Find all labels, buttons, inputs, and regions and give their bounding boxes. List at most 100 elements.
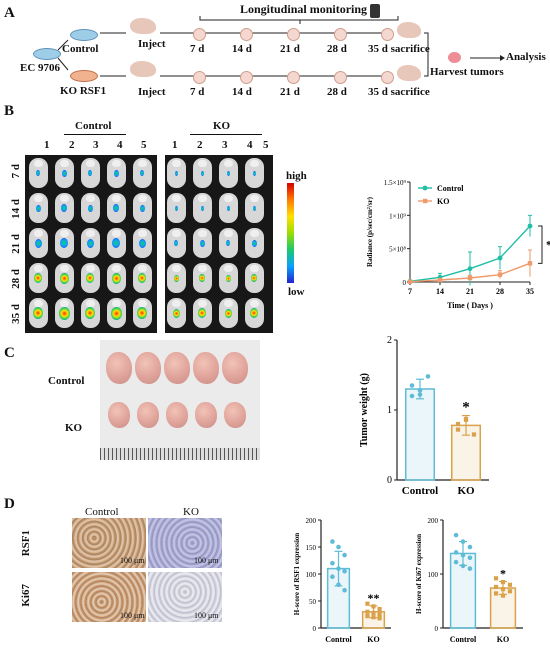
luminescence-signal xyxy=(251,274,257,282)
luminescence-signal xyxy=(88,170,92,176)
mouse-image xyxy=(245,228,264,258)
scale-high-label: high xyxy=(286,170,307,182)
mouse-image xyxy=(55,193,74,223)
data-point xyxy=(467,275,473,281)
scale-bar-label: 100 μm xyxy=(120,611,145,620)
mouse-image xyxy=(219,158,238,188)
timepoint-row-label: 35 d xyxy=(10,304,22,324)
mouse-image xyxy=(107,193,126,223)
luminescence-signal xyxy=(174,205,178,211)
scale-low-label: low xyxy=(288,286,305,298)
x-tick-label: KO xyxy=(367,635,379,644)
legend-marker xyxy=(423,198,428,204)
x-tick-label: KO xyxy=(497,635,509,644)
timepoint-icon xyxy=(334,28,347,41)
significance-marker: * xyxy=(462,400,470,416)
bar xyxy=(404,388,436,481)
mouse-image xyxy=(55,298,74,328)
mouse-image xyxy=(193,158,212,188)
luminescence-signal xyxy=(138,273,146,283)
y-tick-label: 1.5×10⁹ xyxy=(384,179,407,187)
radiance-line-chart: 0 5×10⁸ 1×10⁹ 1.5×10⁹ 7 14 21 28 35 Time ( Days )… xyxy=(366,179,550,310)
x-tick-label: 7 xyxy=(408,287,412,296)
x-tick-label: Control xyxy=(450,635,477,644)
panel-label-d: D xyxy=(4,496,15,512)
mouse-image xyxy=(245,298,264,328)
luminescence-signal xyxy=(34,273,42,283)
mouse-image xyxy=(167,193,186,223)
data-point xyxy=(365,609,370,614)
timepoint-icon xyxy=(193,71,206,84)
day-label: 28 d xyxy=(327,43,347,55)
data-point xyxy=(425,374,431,379)
data-point xyxy=(493,591,499,596)
luminescence-signal xyxy=(174,240,178,246)
panel-label-a: A xyxy=(4,5,15,21)
tumor-ko xyxy=(137,402,159,428)
control-label: Control xyxy=(62,43,99,55)
luminescence-signal xyxy=(252,205,256,211)
luminescence-signal xyxy=(200,170,204,176)
tumor-ko xyxy=(224,402,246,428)
data-point xyxy=(330,560,335,566)
data-point xyxy=(467,566,473,571)
data-point xyxy=(460,563,466,569)
day-label: 21 d xyxy=(280,86,300,98)
luminescence-signal xyxy=(34,238,42,248)
mouse-image xyxy=(219,263,238,293)
luminescence-signal xyxy=(174,170,178,176)
day-label: 35 d sacrifice xyxy=(368,86,430,98)
data-point xyxy=(507,589,513,594)
data-point xyxy=(342,569,347,574)
luminescence-signal xyxy=(112,238,120,248)
data-point xyxy=(371,604,376,609)
luminescence-signal xyxy=(110,306,122,320)
luminescence-signal xyxy=(199,239,205,247)
mouse-number-label: 1 xyxy=(44,139,50,151)
luminescence-signal xyxy=(198,308,206,318)
data-point xyxy=(365,601,370,606)
data-point xyxy=(467,266,473,272)
tumor-control xyxy=(135,352,161,384)
tumor-icon xyxy=(448,52,461,63)
mouse-number-label: 1 xyxy=(172,139,178,151)
data-point xyxy=(527,261,533,266)
tumor-control xyxy=(193,352,219,384)
control-mouse-icon xyxy=(130,18,156,34)
luminescence-signal xyxy=(113,204,119,212)
mouse-image xyxy=(55,263,74,293)
data-point xyxy=(377,616,382,621)
data-point xyxy=(336,566,341,571)
data-point xyxy=(336,544,341,550)
y-tick-label: 0 xyxy=(403,279,407,287)
luminescence-signal xyxy=(140,170,144,176)
ihc-control-rsf1 xyxy=(72,518,146,568)
data-point xyxy=(377,612,382,617)
day-label: 28 d xyxy=(327,86,347,98)
y-tick-label: 100 xyxy=(306,571,317,579)
data-point xyxy=(453,550,459,555)
mouse-image xyxy=(81,298,100,328)
mouse-image xyxy=(107,158,126,188)
mouse-image xyxy=(81,158,100,188)
y-tick-label: 1 xyxy=(387,405,392,416)
timepoint-icon xyxy=(240,28,253,41)
sacrifice-mouse-icon xyxy=(397,65,421,81)
luminescence-signal xyxy=(59,272,69,284)
luminescence-signal xyxy=(61,204,67,212)
timepoint-icon xyxy=(334,71,347,84)
luminescence-signal xyxy=(250,308,258,318)
y-tick-label: 0 xyxy=(435,625,439,633)
y-tick-label: 150 xyxy=(306,544,317,552)
d-control-label: Control xyxy=(85,506,119,518)
panel-label-c: C xyxy=(4,345,15,361)
mouse-image xyxy=(133,298,152,328)
y-tick-label: 100 xyxy=(428,571,439,579)
mouse-image xyxy=(133,193,152,223)
d-ko-label: KO xyxy=(183,506,199,518)
mouse-image xyxy=(29,228,48,258)
data-point xyxy=(342,587,347,593)
luminescence-signal xyxy=(85,307,95,319)
mouse-number-label: 2 xyxy=(197,139,203,151)
mouse-image xyxy=(107,263,126,293)
